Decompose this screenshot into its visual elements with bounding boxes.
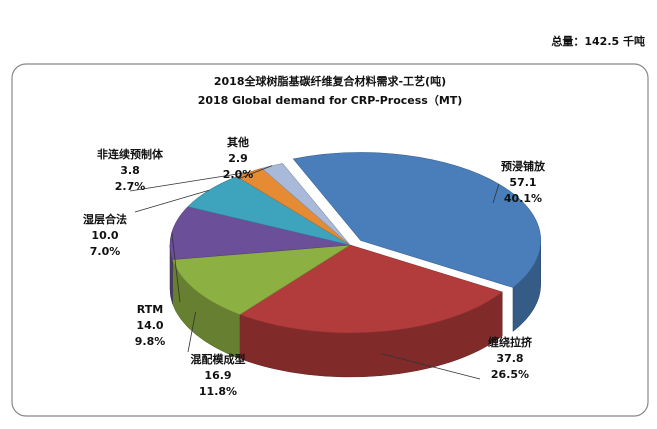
total-label: 总量：142.5 千吨 — [551, 34, 645, 48]
value-label: 10.0 — [91, 229, 118, 242]
leader-line — [171, 232, 181, 303]
share-label: 40.1% — [504, 192, 542, 205]
slice-label: RTM — [137, 303, 163, 316]
value-label: 2.9 — [228, 152, 248, 165]
leader-line — [187, 312, 196, 353]
slice — [239, 244, 503, 334]
slice-label: 预浸铺放 — [501, 159, 546, 173]
chart-title: 2018全球树脂基碳纤维复合材料需求-工艺(吨) — [214, 74, 446, 88]
value-label: 57.1 — [509, 176, 536, 189]
share-label: 2.7% — [115, 180, 146, 193]
slice-label: 湿层合法 — [83, 212, 127, 226]
leader-line — [492, 183, 500, 204]
chart-subtitle: 2018 Global demand for CRP-Process（MT) — [198, 94, 463, 107]
slice-label: 其他 — [227, 135, 249, 149]
share-label: 9.8% — [135, 335, 166, 348]
leader-line — [237, 165, 273, 180]
value-label: 37.8 — [496, 352, 523, 365]
share-label: 2.0% — [223, 168, 254, 181]
value-label: 3.8 — [120, 164, 140, 177]
share-label: 11.8% — [199, 385, 237, 398]
share-label: 26.5% — [491, 368, 529, 381]
slice — [172, 244, 351, 315]
slice-label: 缠绕拉挤 — [488, 335, 533, 349]
slice-label: 混配模成型 — [191, 352, 246, 366]
leader-line — [381, 353, 481, 380]
leader-line — [134, 189, 210, 213]
value-label: 16.9 — [204, 369, 231, 382]
share-label: 7.0% — [90, 245, 121, 258]
leader-line — [129, 171, 250, 192]
slice-label: 非连续预制体 — [97, 147, 164, 161]
value-label: 14.0 — [136, 319, 163, 332]
